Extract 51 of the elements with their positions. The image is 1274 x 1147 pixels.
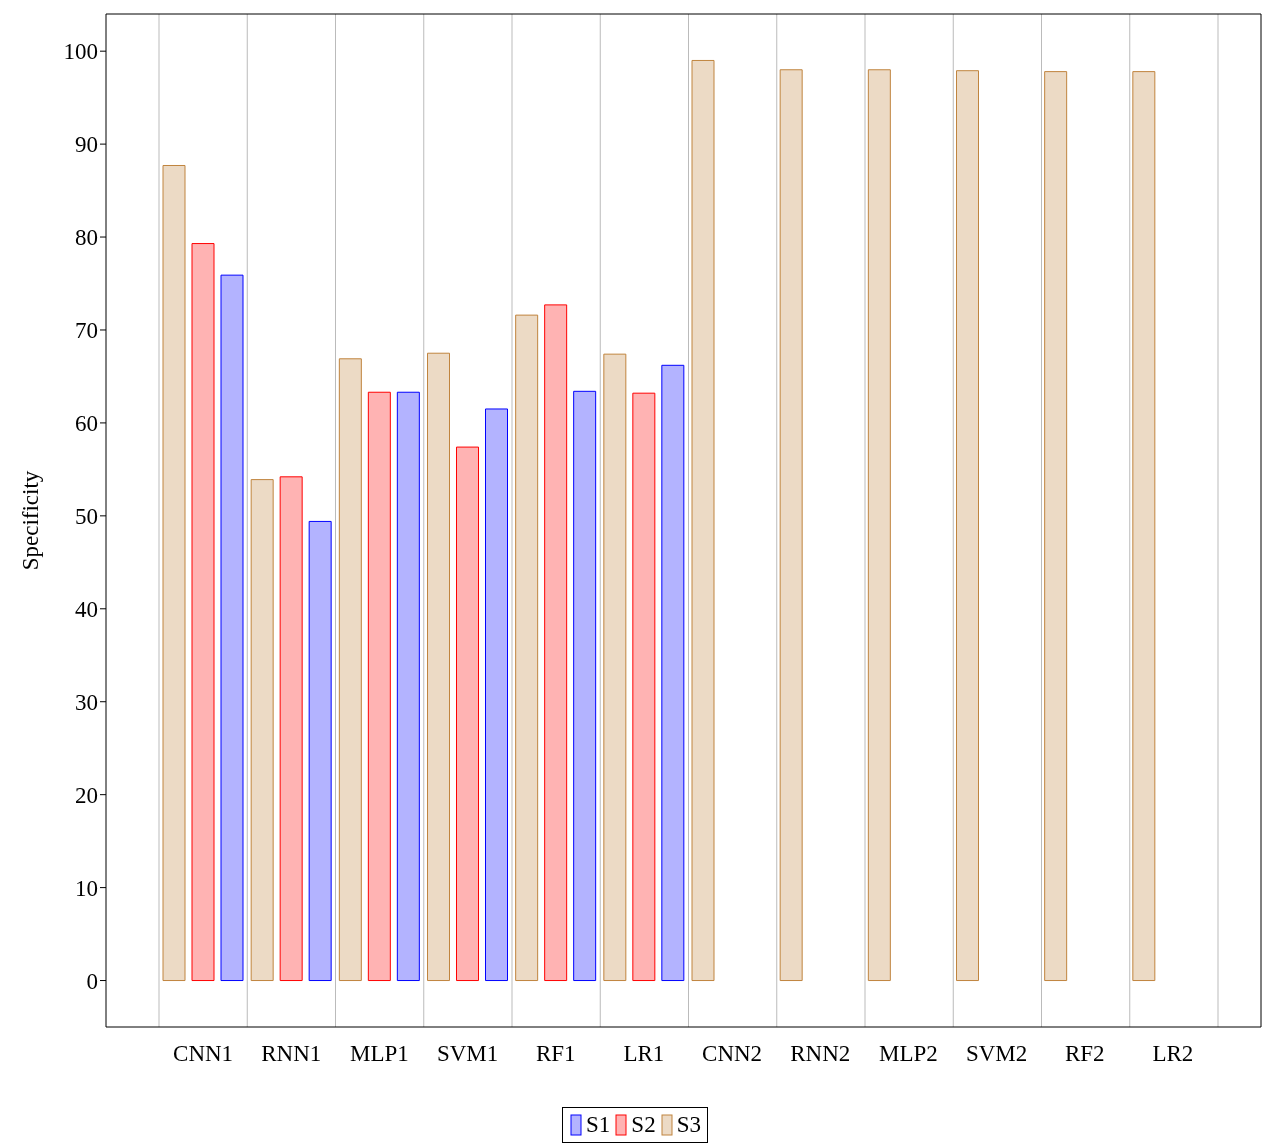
legend-label: S3 bbox=[676, 1112, 701, 1138]
bar bbox=[1044, 71, 1068, 982]
x-tick-label: CNN1 bbox=[173, 1041, 234, 1067]
y-tick-label: 40 bbox=[75, 596, 98, 622]
bar bbox=[515, 314, 539, 982]
bar bbox=[544, 304, 568, 982]
bar bbox=[191, 243, 215, 982]
bar bbox=[691, 59, 715, 982]
y-tick-label: 100 bbox=[63, 39, 98, 65]
y-tick-label: 0 bbox=[86, 968, 98, 994]
x-tick-label: RNN1 bbox=[261, 1041, 322, 1067]
x-tick-label: SVM2 bbox=[965, 1041, 1028, 1067]
bar bbox=[308, 520, 332, 982]
bar bbox=[603, 353, 627, 982]
bar bbox=[367, 391, 391, 982]
bar bbox=[867, 69, 891, 982]
x-tick-label: LR1 bbox=[623, 1041, 665, 1067]
x-tick-label: RNN2 bbox=[790, 1041, 851, 1067]
bar bbox=[220, 274, 244, 982]
bar bbox=[956, 70, 979, 982]
bar bbox=[338, 358, 362, 982]
legend-label: S2 bbox=[631, 1112, 656, 1138]
bar bbox=[396, 391, 420, 982]
x-tick-label: MLP1 bbox=[350, 1041, 409, 1067]
x-tick-label: MLP2 bbox=[879, 1041, 938, 1067]
y-tick-label: 10 bbox=[75, 875, 98, 901]
x-tick-label: CNN2 bbox=[702, 1041, 763, 1067]
bar bbox=[485, 408, 508, 982]
y-axis-title: Specificity bbox=[18, 470, 44, 571]
y-tick-label: 20 bbox=[75, 782, 98, 808]
bar bbox=[456, 446, 479, 982]
x-tick-label: LR2 bbox=[1152, 1041, 1194, 1067]
bar bbox=[573, 390, 597, 982]
bar bbox=[661, 364, 685, 982]
bar bbox=[427, 352, 450, 982]
bar bbox=[250, 479, 274, 982]
y-tick-label: 60 bbox=[75, 411, 98, 437]
y-tick-label: 30 bbox=[75, 689, 98, 715]
legend-label: S1 bbox=[586, 1112, 611, 1138]
bar bbox=[632, 392, 656, 982]
bar bbox=[162, 164, 186, 982]
bar bbox=[279, 476, 303, 982]
bar bbox=[1132, 71, 1156, 982]
x-tick-label: RF1 bbox=[535, 1041, 576, 1067]
y-tick-label: 90 bbox=[75, 132, 98, 158]
y-tick-label: 50 bbox=[75, 504, 98, 530]
y-tick-label: 80 bbox=[75, 225, 98, 251]
y-tick-label: 70 bbox=[75, 318, 98, 344]
bar bbox=[779, 69, 803, 982]
x-tick-label: SVM1 bbox=[436, 1041, 499, 1067]
x-tick-label: RF2 bbox=[1064, 1041, 1105, 1067]
